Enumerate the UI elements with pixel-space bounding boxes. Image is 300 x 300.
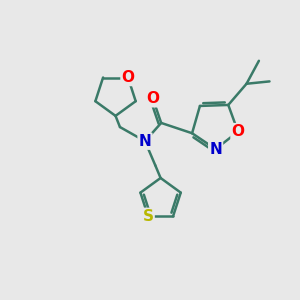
Text: N: N (209, 142, 222, 157)
Text: N: N (139, 134, 152, 149)
Text: O: O (122, 70, 134, 85)
Text: O: O (146, 91, 159, 106)
Text: S: S (142, 209, 154, 224)
Text: O: O (232, 124, 244, 139)
